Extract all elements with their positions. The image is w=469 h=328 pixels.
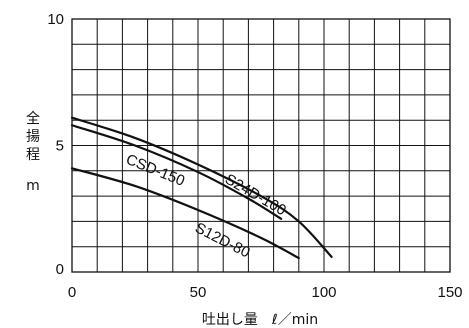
tick-labels: 0 50 100 150 0 5 10: [47, 11, 462, 301]
series-line-csd-150: [70, 124, 283, 220]
grid: [72, 19, 450, 272]
y-tick-label: 0: [56, 261, 64, 278]
y-tick-label: 10: [47, 11, 64, 28]
plot-frame: [71, 18, 451, 273]
y-axis-label-char-1: 全: [26, 110, 40, 127]
y-axis-label-char-2: 揚: [26, 128, 40, 145]
series-label-csd-150: CSD-150: [124, 151, 188, 190]
y-axis-label-char-3: 程: [26, 147, 40, 163]
series-line-s24d-100: [70, 116, 333, 258]
series-label-s12d-80: S12D-80: [192, 219, 252, 261]
x-tick-label: 0: [68, 284, 76, 301]
x-axis-label: 吐出し量 ℓ／min: [202, 312, 318, 328]
curves: [70, 116, 333, 260]
x-tick-label: 50: [190, 284, 207, 301]
axis-titles: 吐出し量 ℓ／min 全 揚 程 m: [26, 110, 318, 328]
x-tick-label: 100: [311, 284, 336, 301]
y-tick-label: 5: [56, 138, 64, 155]
x-tick-label: 150: [437, 284, 462, 301]
series-label-s24d-100: S24D-100: [222, 171, 289, 219]
y-axis-label-unit: m: [26, 178, 40, 194]
series-line-s12d-80: [70, 167, 300, 260]
